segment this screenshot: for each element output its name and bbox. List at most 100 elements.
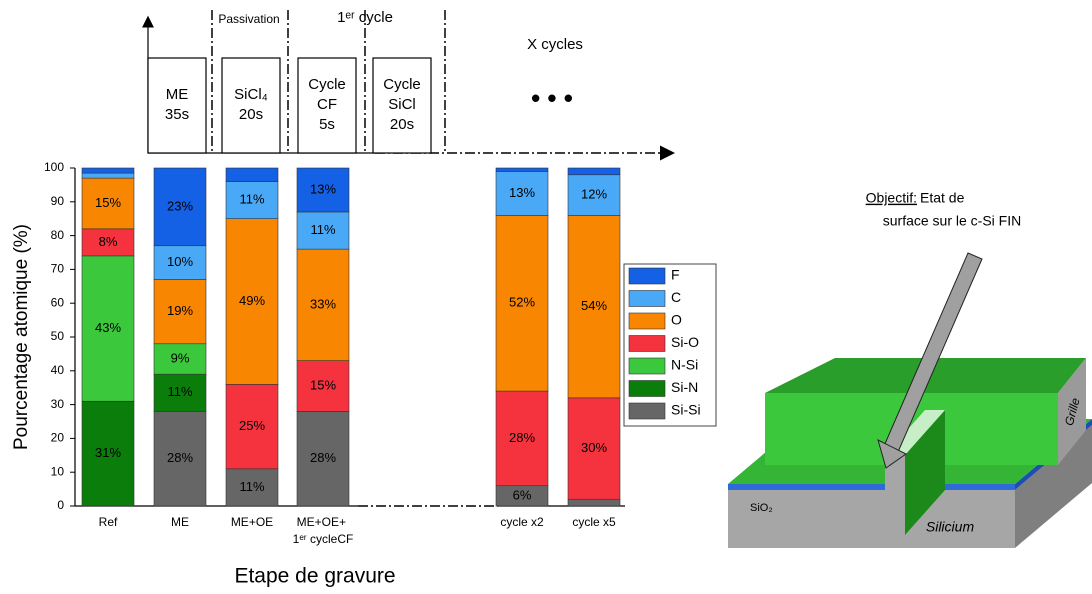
step-label: CF [317,96,337,113]
step-box [147,57,207,154]
bar-segment [495,215,549,392]
value-label: 31% [95,445,121,460]
bar-segment [153,343,207,375]
legend-swatch [628,267,666,285]
value-label: 15% [95,195,121,210]
oxide-front [728,484,1015,490]
value-label: 10% [167,254,193,269]
legend-swatch [628,357,666,375]
value-label: 43% [95,320,121,335]
bar-segment [567,174,621,216]
bar-segment [225,167,279,182]
step-label: SiCl₄ [234,86,268,103]
x-tick-label: ME [171,515,189,529]
substrate-front [728,490,1015,548]
phase-label: 1ᵉʳ cycle [337,9,393,26]
bar-segment [225,384,279,470]
bar-segment [225,181,279,220]
step-box [372,57,432,154]
objective-text: surface sur le c-Si FIN [883,213,1021,229]
bar-segment [567,498,621,507]
value-label: 49% [239,293,265,308]
x-tick-label: cycle x5 [572,515,616,529]
bar-segment [81,228,135,257]
legend-swatch [628,380,666,397]
value-label: 19% [167,303,193,318]
x-tick-label: cycle x2 [500,515,544,529]
bar-segment [81,172,135,179]
bar-segment [153,279,207,345]
legend-swatch [628,290,666,307]
legend-swatch [628,335,666,352]
gate-side [1058,358,1086,465]
phase-label: Passivation [218,12,279,26]
step-label: 35s [165,106,189,123]
bar-segment [296,167,350,213]
value-label: 52% [509,295,535,310]
x-tick-label: ME+OE+ 1ᵉʳ cycleCF [293,515,354,546]
legend-label: Si-N [671,379,698,395]
bar-segment [296,360,350,412]
y-tick-label: 0 [57,498,64,512]
ellipsis: • • • [531,83,573,113]
value-label: 33% [310,296,336,311]
legend-label: Si-O [671,334,699,350]
phase-label: X cycles [527,36,583,53]
bar-segment [153,373,207,412]
bar-segment [153,167,207,247]
legend-swatch [628,402,666,420]
step-label: Cycle [308,76,346,93]
legend-label: C [671,289,681,305]
y-tick-label: 60 [51,295,65,309]
bar-segment [495,167,549,172]
value-label: 15% [310,377,336,392]
substrate-side [1015,425,1092,548]
value-label: 30% [581,440,607,455]
y-tick-label: 70 [51,262,65,276]
value-label: 11% [310,222,335,237]
step-box [297,57,357,154]
legend-label: F [671,267,680,283]
y-tick-label: 50 [51,329,65,343]
arrow-head [877,439,907,469]
bar-segment [81,177,135,230]
legend-label: O [671,312,682,328]
y-tick-label: 40 [51,363,65,377]
bar-segment [81,167,135,174]
bar-segment [153,411,207,507]
x-tick-label: Ref [99,515,118,529]
bar-segment [81,400,135,507]
step-box [221,57,281,154]
legend-label: Si-Si [671,402,701,418]
bar-segment [296,248,350,361]
illustration: Objectif: Etat de surface sur le c-Si FI… [728,190,1092,548]
bar-segment [296,411,350,507]
value-label: 13% [509,185,535,200]
bar-segment [225,468,279,507]
x-axis-label: Etape de gravure [234,565,395,588]
y-tick-label: 80 [51,228,65,242]
y-tick-label: 30 [51,397,65,411]
bar-segment [225,218,279,385]
y-axis-label: Pourcentage atomique (%) [11,224,32,450]
x-tick-label: ME+OE [231,515,273,529]
fin-side [905,410,945,535]
value-label: 28% [310,450,336,465]
legend-label: N-Si [671,357,698,373]
value-label: 11% [167,384,192,399]
y-tick-label: 20 [51,431,65,445]
y-tick-label: 10 [51,464,65,478]
step-label: ME [166,86,189,103]
bar-segment [567,397,621,500]
bar-segment [153,245,207,280]
step-label: Cycle [383,76,421,93]
objective-label: Objectif: [866,190,917,206]
step-label: SiCl [388,96,416,113]
y-tick-label: 90 [51,194,65,208]
value-label: 12% [581,186,607,201]
value-label: 25% [239,418,265,433]
bar-segment [495,390,549,487]
step-label: 20s [239,106,263,123]
bar-segment [81,255,135,402]
